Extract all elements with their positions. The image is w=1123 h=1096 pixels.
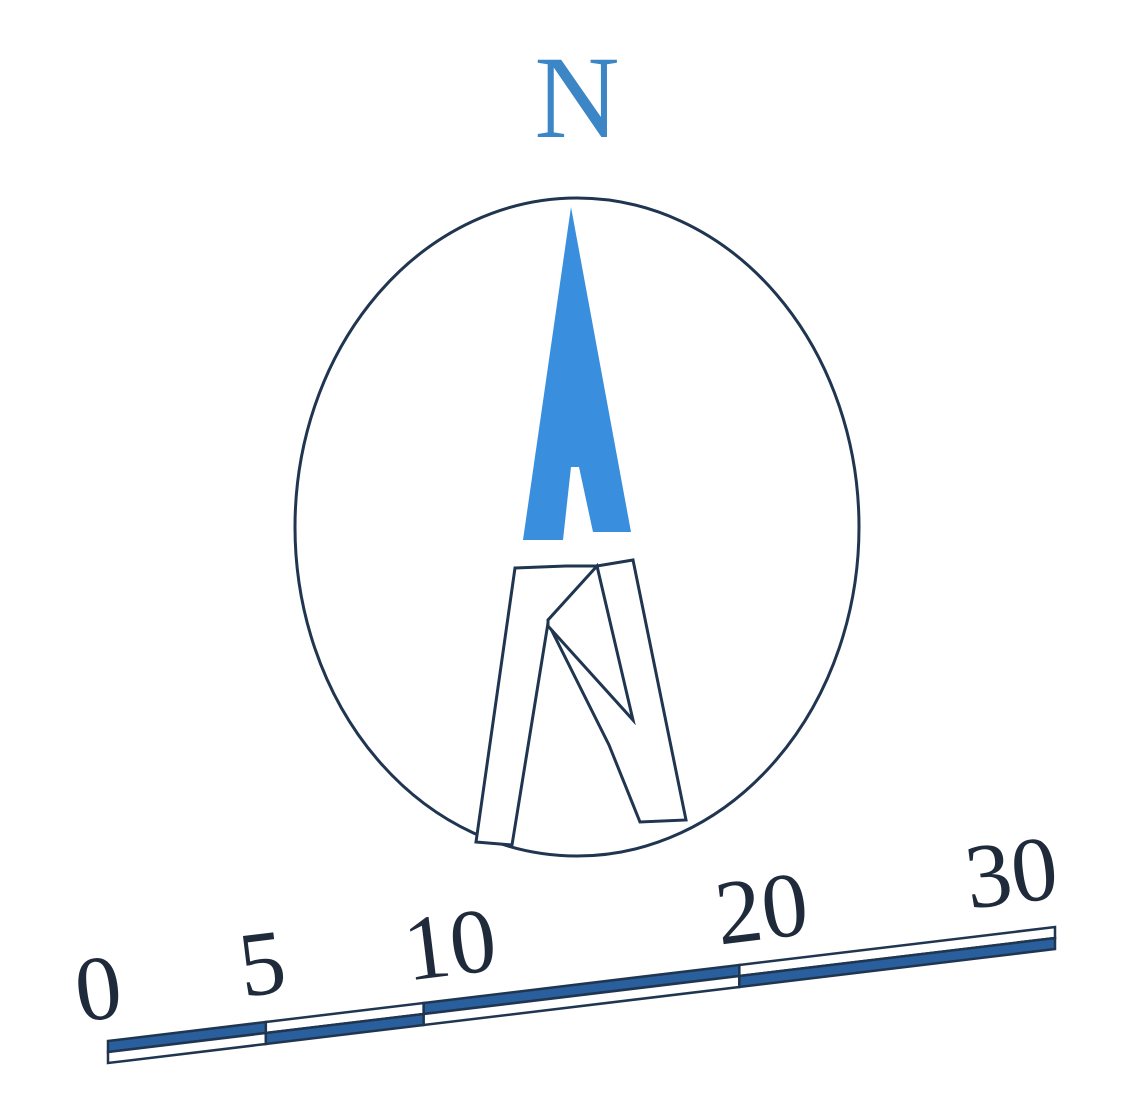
compass-circle: [293, 196, 861, 858]
scale-label-5: 5: [233, 910, 291, 1017]
north-label: N: [534, 32, 619, 163]
compass-n-inner: [546, 562, 636, 726]
scale-bar-labels: 0 5 10 20 30: [69, 816, 1063, 1042]
scale-bar: 0 5 10 20 30: [69, 816, 1063, 1065]
scale-label-30: 30: [959, 816, 1063, 928]
scale-label-10: 10: [398, 888, 502, 1000]
scale-bar-segments: [106, 925, 1057, 1065]
compass-n-outline: [474, 558, 688, 847]
north-arrowhead: [523, 207, 631, 540]
scale-segment-3-lower: [738, 936, 1057, 989]
scale-label-0: 0: [69, 935, 127, 1042]
scale-label-20: 20: [710, 852, 814, 964]
north-arrow-icon: [293, 196, 861, 858]
